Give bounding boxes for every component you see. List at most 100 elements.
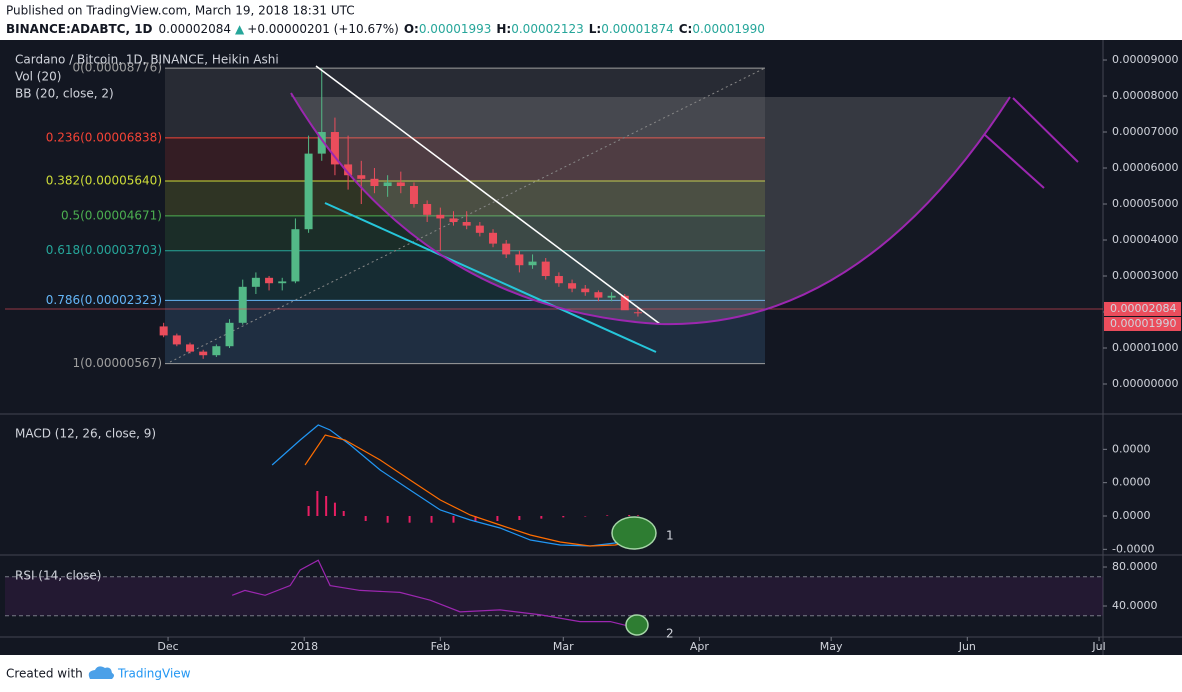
candle-body <box>515 254 524 266</box>
histogram-bar <box>430 516 433 523</box>
candle-body <box>344 164 353 176</box>
change: +0.00000201 (+10.67%) <box>247 22 399 36</box>
cup-curve <box>290 92 1011 326</box>
cup-fill <box>291 93 1010 325</box>
candle-body <box>304 153 313 230</box>
candle-body <box>357 175 366 179</box>
histogram-bar <box>606 515 609 516</box>
fib-label: 0.236(0.00006838) <box>46 130 162 144</box>
x-tick-label: 2018 <box>290 640 318 653</box>
histogram-bar <box>342 511 345 516</box>
pane-title: MACD (12, 26, close, 9) <box>15 427 156 441</box>
y-tick-label: -0.0000 <box>1112 542 1154 555</box>
footer-bg <box>0 655 1182 692</box>
x-tick-label: Jul <box>1091 640 1105 653</box>
fib-label: 1(0.00000567) <box>72 356 162 370</box>
y-tick-label: 0.00008000 <box>1112 89 1178 102</box>
candle-body <box>475 225 484 233</box>
candle-body <box>462 222 471 226</box>
x-tick-label: Feb <box>431 640 450 653</box>
candle-body <box>633 312 642 314</box>
price-label: 0.00001990 <box>1110 317 1176 330</box>
fib-label: 0.382(0.00005640) <box>46 173 162 187</box>
footer-brand[interactable]: TradingView <box>117 667 191 681</box>
histogram-bar <box>496 516 499 521</box>
candle-body <box>594 292 603 298</box>
indicator-label: BB (20, close, 2) <box>15 87 114 101</box>
candle-body <box>449 218 458 223</box>
fib-band <box>165 137 765 181</box>
symbol: BINANCE:ADABTC, 1D <box>6 22 153 36</box>
ohlc-label: L: <box>589 22 601 36</box>
x-tick-label: Dec <box>157 640 178 653</box>
fib-trend-line <box>169 67 766 363</box>
price-label: 0.00002084 <box>1110 302 1176 315</box>
histogram-bar <box>474 516 477 522</box>
histogram-bar <box>307 506 310 516</box>
histogram-bar <box>562 516 565 518</box>
series-line <box>304 434 641 547</box>
series-line <box>231 559 639 630</box>
fib-label: 0.618(0.00003703) <box>46 243 162 257</box>
candle-body <box>265 277 274 284</box>
fib-label: 0.5(0.00004671) <box>61 208 162 222</box>
y-tick-label: 0.00000000 <box>1112 377 1178 390</box>
candle-body <box>607 295 616 298</box>
histogram-bar <box>325 496 328 516</box>
candle-body <box>370 178 379 187</box>
histogram-bar <box>636 515 639 516</box>
candle-body <box>317 132 326 154</box>
chart-bg <box>0 40 1182 655</box>
candle-body <box>199 351 208 356</box>
histogram-bar <box>518 516 521 520</box>
pane-title: RSI (14, close) <box>15 569 101 583</box>
ohlc-value: 0.00001990 <box>692 22 765 36</box>
candle-body <box>383 182 392 187</box>
y-tick-label: 0.00001000 <box>1112 341 1178 354</box>
candle-body <box>225 322 234 347</box>
handle-line <box>1012 97 1079 163</box>
drawings <box>290 65 1079 636</box>
y-tick-label: 0.0000 <box>1112 509 1151 522</box>
histogram-bar <box>364 516 367 521</box>
rsi-band <box>5 576 1103 616</box>
indicator-label: Vol (20) <box>15 70 61 84</box>
highlight-circle <box>611 516 657 550</box>
fib-band <box>165 300 765 364</box>
candle-body <box>541 261 550 277</box>
y-tick-label: 0.00009000 <box>1112 53 1178 66</box>
candle-body <box>568 283 577 289</box>
x-tick-label: Jun <box>958 640 976 653</box>
candle-body <box>502 243 511 255</box>
y-tick-label: 0.0000 <box>1112 476 1151 489</box>
price-label-bg <box>1104 301 1181 316</box>
logo <box>88 666 114 679</box>
trend-line <box>315 65 661 325</box>
symbol-line: BINANCE:ADABTC, 1D 0.00002084 ▲ +0.00000201… <box>6 22 765 36</box>
pane-title: Cardano / Bitcoin, 1D, BINANCE, Heikin A… <box>15 53 279 67</box>
ohlc-value: 0.00001993 <box>419 22 492 36</box>
footer-text: Created with <box>6 667 83 681</box>
candle-body <box>409 186 418 205</box>
candle-body <box>436 214 445 219</box>
fib-label: 0.786(0.00002323) <box>46 293 162 307</box>
ohlc-value: 0.00001874 <box>601 22 674 36</box>
y-tick-label: 0.00003000 <box>1112 269 1178 282</box>
candle-body <box>159 326 168 336</box>
y-tick-label: 0.0000 <box>1112 442 1151 455</box>
marks-layer: Dec 2018 Feb Mar Apr May Jun Jul Cardano / Bitco… <box>5 53 1181 653</box>
y-tick-label: 0.00005000 <box>1112 197 1178 210</box>
candle-body <box>172 335 181 345</box>
background-layer: 0(0.00008776) 0.236(0.00006838) 0.382(0.00… <box>5 61 1103 617</box>
highlight-circle <box>625 614 649 636</box>
histogram-bar <box>386 516 389 523</box>
candle-body <box>212 346 221 356</box>
histogram-bar <box>333 502 336 516</box>
handle-line <box>984 134 1045 189</box>
last: 0.00002084 <box>159 22 232 36</box>
ohlc-label: C: <box>679 22 693 36</box>
candle-body <box>186 344 195 352</box>
series-line <box>271 424 641 547</box>
